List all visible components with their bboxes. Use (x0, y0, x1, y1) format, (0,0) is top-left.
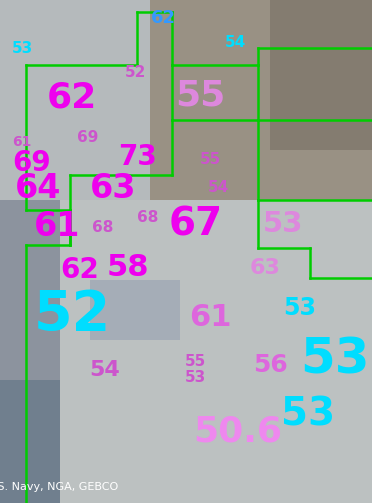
Text: 62: 62 (151, 9, 176, 27)
Text: 50.6: 50.6 (193, 415, 282, 449)
Text: 54: 54 (207, 181, 229, 196)
Text: 68: 68 (92, 219, 114, 234)
Text: 52: 52 (33, 288, 110, 342)
Text: 55: 55 (199, 152, 221, 167)
Text: 63: 63 (90, 172, 136, 205)
Text: 62: 62 (47, 80, 97, 114)
Text: 53: 53 (263, 210, 303, 238)
Text: 61: 61 (12, 135, 32, 149)
Text: 54: 54 (90, 360, 121, 380)
Text: 61: 61 (189, 303, 231, 332)
Text: 56: 56 (253, 353, 288, 377)
Text: 52: 52 (124, 64, 146, 79)
Text: 55: 55 (185, 355, 206, 370)
Text: 64: 64 (15, 172, 61, 205)
Text: 68: 68 (137, 210, 159, 225)
Text: 62: 62 (61, 256, 99, 284)
Text: 73: 73 (119, 143, 157, 171)
Text: 53: 53 (185, 371, 206, 385)
Text: 69: 69 (77, 130, 99, 145)
Text: 55: 55 (175, 78, 225, 112)
Text: 67: 67 (169, 205, 223, 243)
Text: 53: 53 (300, 336, 370, 384)
Text: 53: 53 (12, 41, 33, 55)
Text: 69: 69 (13, 149, 51, 177)
Text: 63: 63 (250, 258, 280, 278)
Text: 53: 53 (283, 296, 317, 320)
Text: 61: 61 (34, 210, 80, 243)
Text: 58: 58 (107, 254, 149, 283)
Text: 54: 54 (224, 35, 246, 49)
Text: Data SIO, NOAA, U.S. Navy, NGA, GEBCO: Data SIO, NOAA, U.S. Navy, NGA, GEBCO (0, 482, 118, 492)
Text: 53: 53 (281, 396, 335, 434)
